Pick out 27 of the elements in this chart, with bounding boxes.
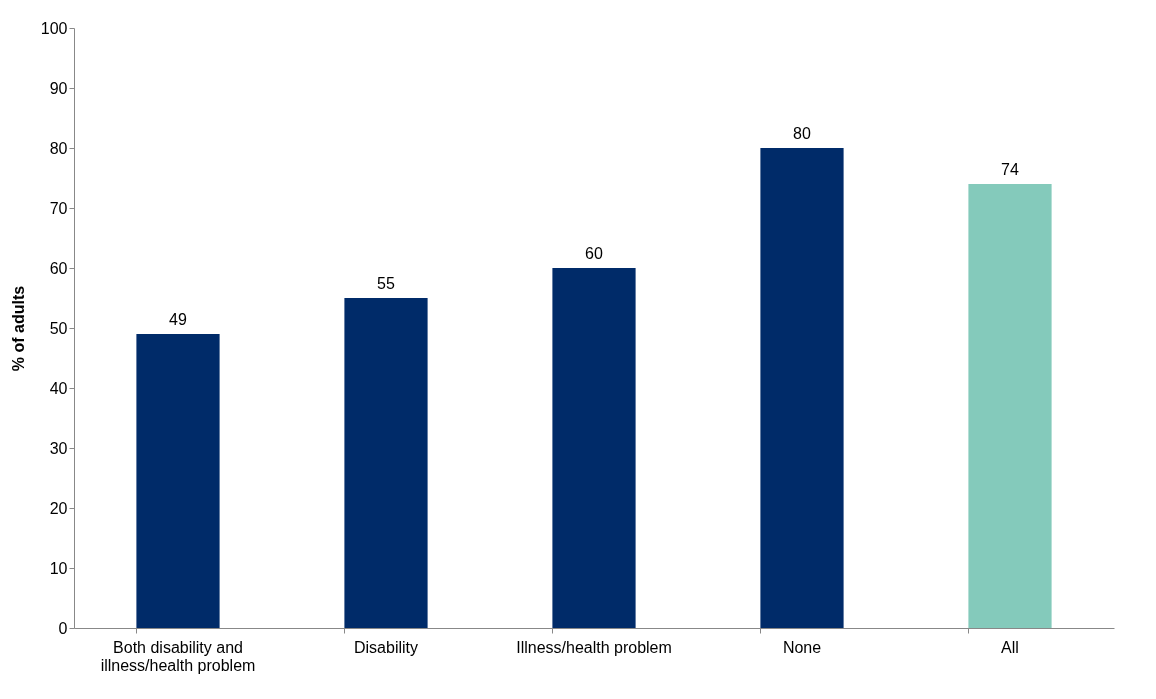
data-label: 80 [793, 125, 811, 142]
y-tick-label: 60 [49, 259, 68, 277]
bar [344, 298, 428, 628]
y-tick-label: 90 [49, 79, 68, 97]
data-label: 74 [1001, 161, 1019, 178]
y-tick-label: 30 [49, 439, 68, 457]
x-tick-label: All [1001, 638, 1019, 656]
bar [136, 334, 220, 628]
bar [552, 268, 636, 628]
y-axis-title: % of adults [9, 285, 27, 372]
y-tick-label: 70 [49, 199, 68, 217]
bar [760, 148, 844, 628]
bar [968, 184, 1052, 628]
x-tick-label: Both disability and illness/health problem [100, 638, 256, 674]
y-tick-label: 20 [49, 499, 68, 517]
data-label: 60 [585, 245, 603, 262]
y-tick-label: 40 [49, 379, 68, 397]
y-tick-label: 0 [58, 619, 68, 637]
y-tick-label: 100 [40, 19, 68, 37]
data-label: 55 [377, 275, 395, 292]
x-tick-label: None [782, 638, 822, 656]
data-label: 49 [169, 311, 187, 328]
x-tick-label: Illness/health problem [516, 638, 672, 656]
y-tick-label: 10 [49, 559, 68, 577]
y-tick-label: 50 [49, 319, 68, 337]
x-tick-label: Disability [353, 638, 419, 656]
y-tick-label: 80 [49, 139, 68, 157]
